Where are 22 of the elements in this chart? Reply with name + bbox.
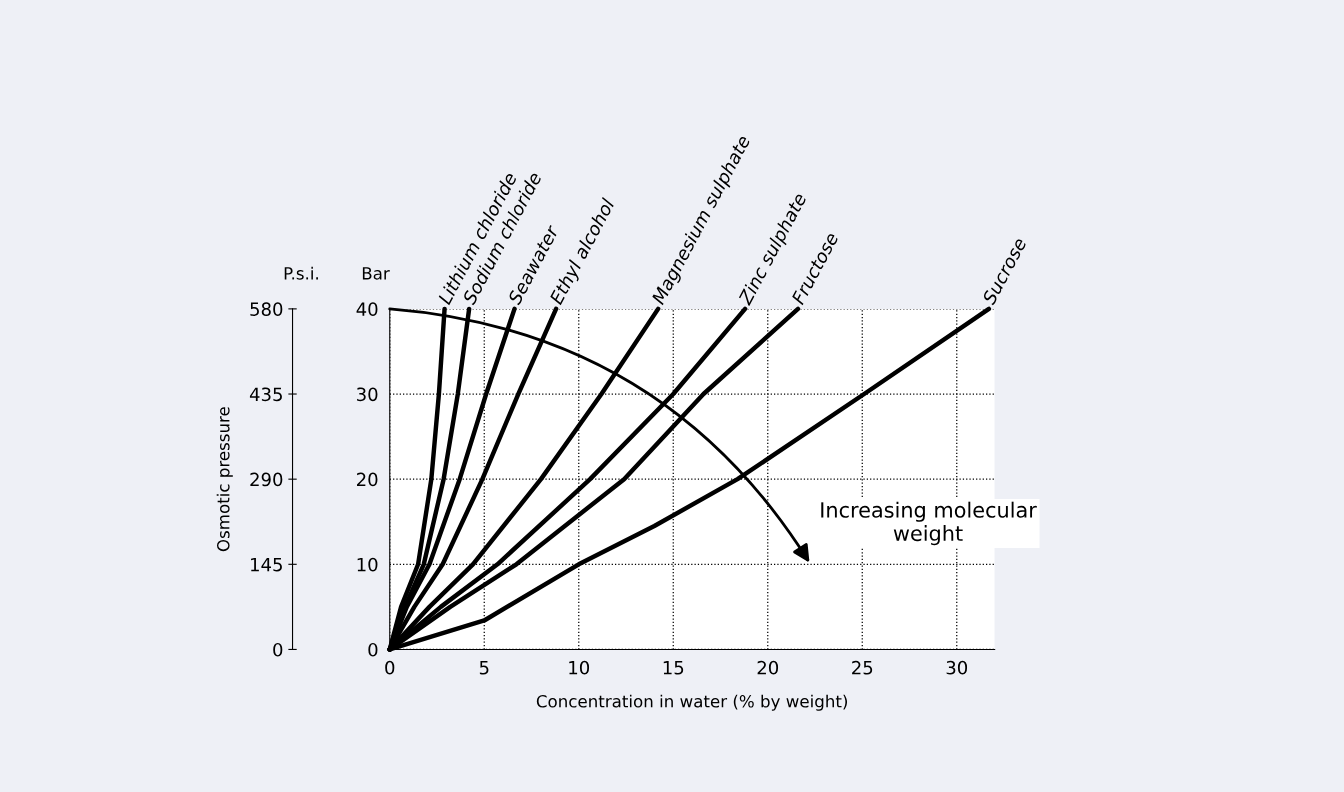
x-tick-label: 30	[946, 660, 968, 675]
x-tick-label: 0	[385, 660, 395, 675]
x-tick-label: 25	[852, 660, 873, 675]
x-tick-label: 15	[663, 661, 684, 675]
x-axis-title: Concentration in water (% by weight)	[536, 694, 847, 711]
text: Osmotic pressure	[216, 407, 233, 552]
annotation: Increasing molecular weight	[821, 501, 1037, 546]
y-tick-label: 20	[357, 472, 378, 487]
y2-axis-title: P.s.i.	[284, 266, 318, 280]
y-tick-label: 30	[357, 387, 378, 402]
y2-tick-label: 290	[250, 472, 283, 487]
x-tick-label: 10	[569, 660, 590, 675]
y-tick-label: 0	[368, 642, 378, 657]
x-tick-label: 5	[479, 661, 489, 675]
y2-tick-label: 145	[251, 558, 282, 572]
y-axis-title: Bar	[362, 267, 390, 280]
y-tick-label: 40	[356, 302, 378, 316]
y2-tick-label: 435	[249, 387, 282, 402]
y-tick-label: 10	[357, 557, 378, 572]
y2-tick-label: 0	[273, 642, 283, 657]
x-tick-label: 20	[757, 660, 779, 675]
y2-tick-label: 580	[250, 302, 283, 316]
